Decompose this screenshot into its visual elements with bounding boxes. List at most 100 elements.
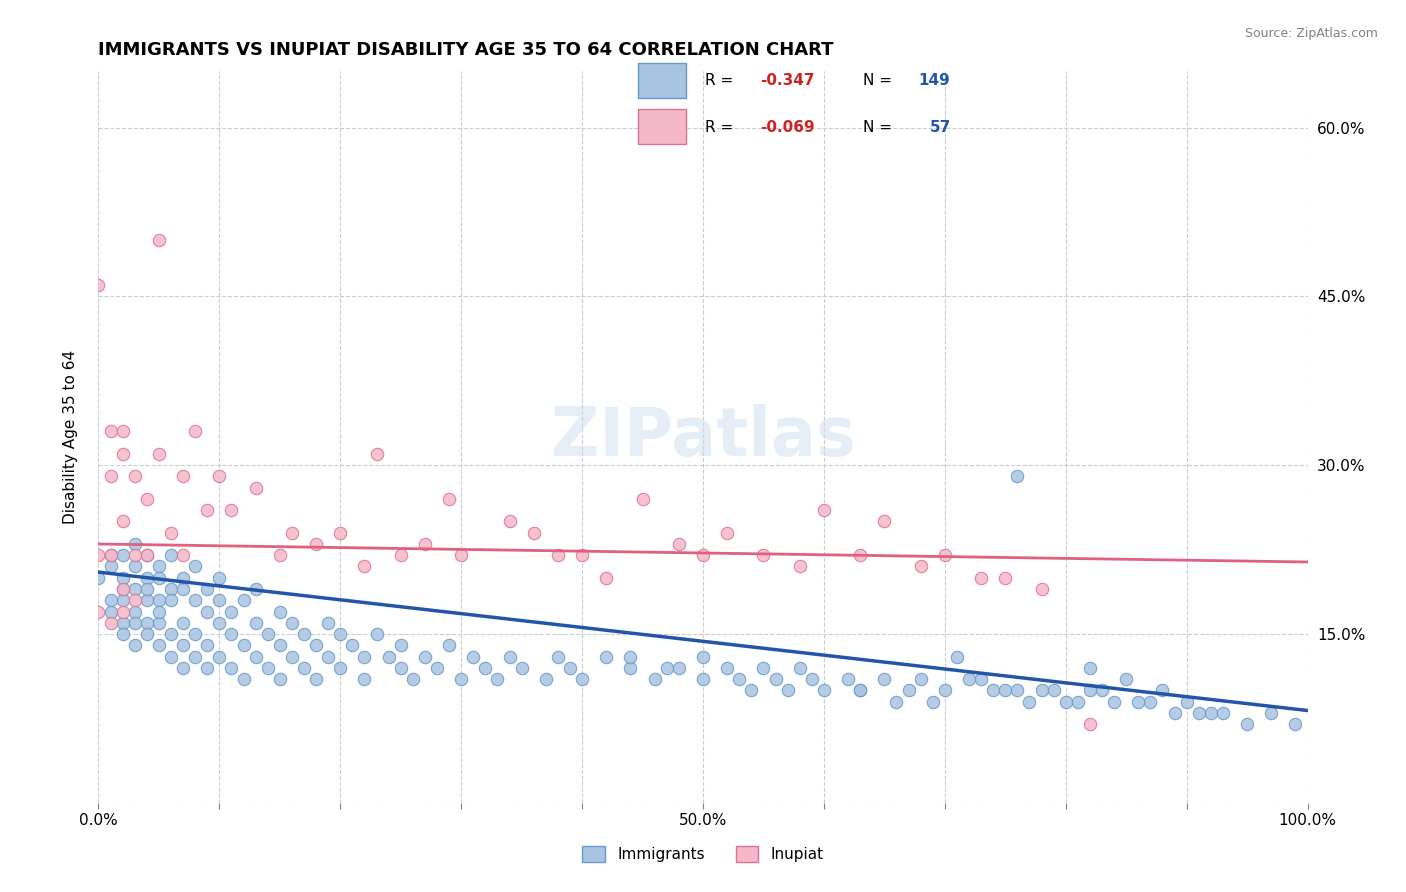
- Point: [752, 548, 775, 562]
- Point: [558, 661, 581, 675]
- Legend: Immigrants, Inupiat: Immigrants, Inupiat: [576, 840, 830, 868]
- Point: [160, 593, 183, 607]
- Point: [232, 593, 254, 607]
- Point: [208, 615, 231, 630]
- Point: [111, 447, 134, 461]
- Point: [124, 605, 146, 619]
- Point: [413, 537, 436, 551]
- Point: [269, 672, 291, 686]
- Point: [305, 672, 328, 686]
- Point: [87, 571, 110, 585]
- Text: -0.347: -0.347: [761, 73, 815, 88]
- Point: [1212, 706, 1234, 720]
- Point: [172, 582, 194, 596]
- Point: [184, 593, 207, 607]
- Point: [837, 672, 859, 686]
- Point: [1078, 717, 1101, 731]
- Point: [256, 661, 278, 675]
- Point: [994, 571, 1017, 585]
- Point: [1139, 694, 1161, 708]
- Point: [172, 615, 194, 630]
- Point: [377, 649, 399, 664]
- Point: [970, 672, 993, 686]
- Point: [498, 515, 520, 529]
- Point: [87, 278, 110, 293]
- Point: [111, 515, 134, 529]
- Point: [124, 638, 146, 652]
- Point: [595, 571, 617, 585]
- Point: [195, 638, 218, 652]
- Point: [740, 683, 762, 698]
- Point: [316, 615, 339, 630]
- Point: [160, 525, 183, 540]
- Point: [221, 503, 243, 517]
- Point: [281, 525, 304, 540]
- Point: [1042, 683, 1064, 698]
- Point: [1188, 706, 1211, 720]
- Point: [413, 649, 436, 664]
- Point: [135, 491, 157, 506]
- Point: [184, 425, 207, 439]
- Point: [437, 638, 460, 652]
- Point: [692, 649, 714, 664]
- Point: [148, 638, 170, 652]
- Point: [111, 582, 134, 596]
- Point: [221, 605, 243, 619]
- Point: [534, 672, 557, 686]
- Point: [208, 571, 231, 585]
- Point: [195, 503, 218, 517]
- Point: [195, 605, 218, 619]
- Point: [148, 447, 170, 461]
- Point: [111, 627, 134, 641]
- Point: [353, 559, 375, 574]
- Point: [571, 672, 593, 686]
- Point: [1163, 706, 1185, 720]
- Text: Source: ZipAtlas.com: Source: ZipAtlas.com: [1244, 27, 1378, 40]
- Point: [135, 627, 157, 641]
- Point: [1091, 683, 1114, 698]
- Point: [135, 582, 157, 596]
- Point: [160, 548, 183, 562]
- Point: [463, 649, 485, 664]
- Point: [232, 672, 254, 686]
- Point: [1031, 582, 1053, 596]
- Point: [184, 649, 207, 664]
- Point: [789, 559, 811, 574]
- Point: [692, 672, 714, 686]
- Point: [135, 548, 157, 562]
- Point: [100, 559, 122, 574]
- Point: [208, 593, 231, 607]
- Text: R =: R =: [706, 73, 738, 88]
- Point: [100, 605, 122, 619]
- Point: [1031, 683, 1053, 698]
- Point: [124, 615, 146, 630]
- Point: [269, 548, 291, 562]
- Point: [644, 672, 666, 686]
- Point: [1007, 469, 1029, 483]
- Point: [100, 548, 122, 562]
- Point: [100, 469, 122, 483]
- Point: [148, 593, 170, 607]
- Point: [124, 537, 146, 551]
- Point: [135, 615, 157, 630]
- Point: [547, 649, 569, 664]
- Point: [124, 548, 146, 562]
- Point: [389, 548, 412, 562]
- Point: [1128, 694, 1150, 708]
- Point: [124, 559, 146, 574]
- Point: [172, 548, 194, 562]
- Point: [1078, 661, 1101, 675]
- Point: [752, 661, 775, 675]
- Point: [849, 548, 872, 562]
- Point: [148, 233, 170, 247]
- Point: [886, 694, 908, 708]
- Point: [292, 661, 315, 675]
- Point: [1236, 717, 1258, 731]
- Point: [800, 672, 823, 686]
- Point: [160, 649, 183, 664]
- Point: [329, 525, 352, 540]
- Point: [281, 615, 304, 630]
- Point: [269, 638, 291, 652]
- Point: [111, 571, 134, 585]
- Point: [934, 548, 956, 562]
